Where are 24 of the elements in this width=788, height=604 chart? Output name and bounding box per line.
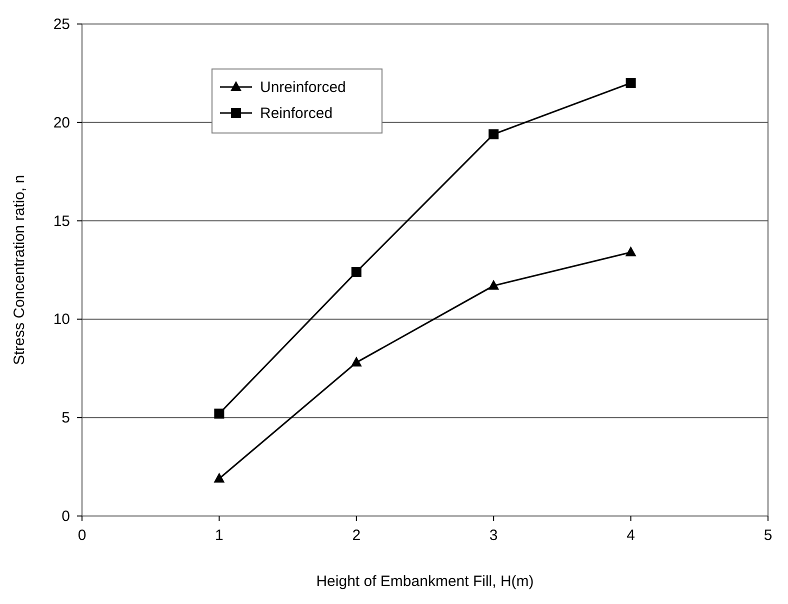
y-tick-label: 25 [53,16,70,33]
point [626,78,636,88]
x-tick-label: 2 [352,527,361,544]
y-tick-label: 0 [62,508,70,525]
y-tick-label: 10 [53,311,70,328]
x-tick-label: 3 [489,527,498,544]
x-tick-label: 4 [626,527,635,544]
legend-label: Unreinforced [260,79,346,96]
x-tick-label: 5 [764,527,772,544]
legend-label: Reinforced [260,105,333,122]
y-tick-label: 20 [53,114,70,132]
x-tick-label: 0 [78,527,86,544]
x-axis-title: Height of Embankment Fill, H(m) [316,573,534,590]
point [488,280,500,290]
y-axis-title: Stress Concentration ratio, n [11,174,28,366]
point [350,356,362,366]
x-tick-label: 1 [215,527,224,544]
point [488,129,499,140]
y-tick-label: 15 [53,212,70,230]
y-tick-label: 5 [62,410,70,427]
point [351,266,362,277]
point [625,246,636,256]
point [214,472,225,483]
point [214,408,224,419]
